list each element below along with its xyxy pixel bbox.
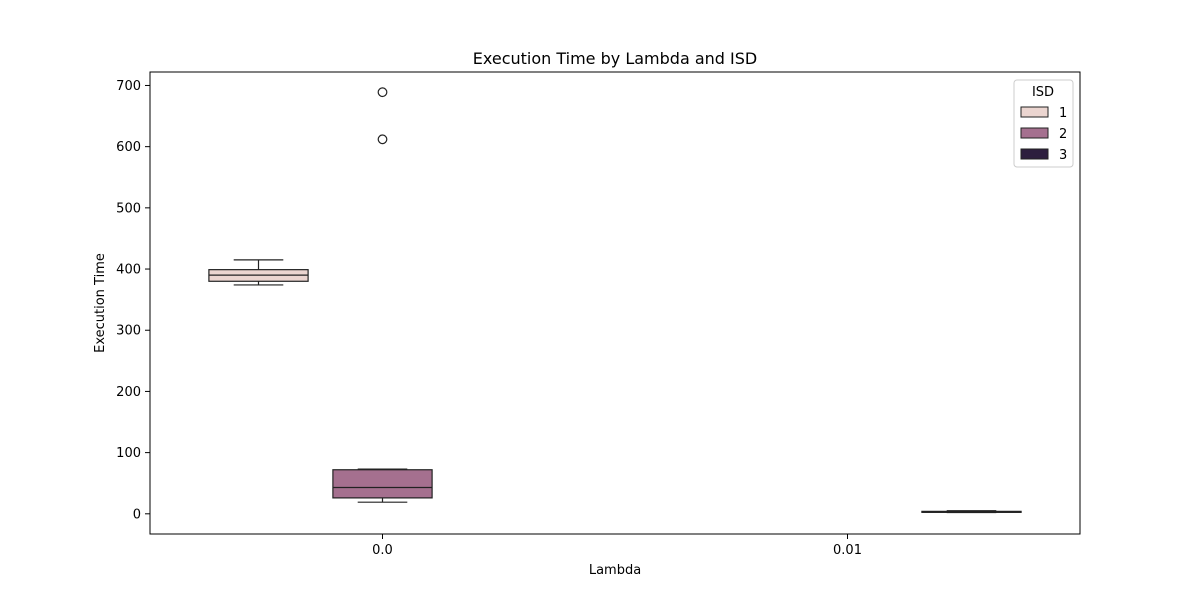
box-series-3 [921,510,1022,514]
x-tick-label: 0.01 [833,543,862,558]
y-tick-label: 300 [116,324,141,339]
y-tick-label: 700 [116,79,141,94]
y-tick-label: 100 [116,446,141,461]
legend: ISD 1 2 3 [1013,79,1074,168]
legend-label-2: 2 [1059,127,1067,142]
box-series-2 [332,87,433,503]
y-tick-label: 600 [116,140,141,155]
legend-swatch-2 [1020,127,1049,139]
box-series-1 [208,259,309,286]
x-tick-label: 0.0 [372,543,393,558]
y-tick-label: 400 [116,263,141,278]
legend-swatch-1 [1020,106,1049,118]
box-iqr [332,469,433,499]
x-axis: 0.0 0.01 [372,534,862,558]
outlier-point [377,87,388,98]
y-tick-label: 200 [116,385,141,400]
y-tick-label: 500 [116,201,141,216]
legend-label-3: 3 [1059,148,1067,163]
legend-label-1: 1 [1059,106,1067,121]
box-group [208,87,1022,514]
y-axis: 0 100 200 300 400 500 600 700 [116,79,150,522]
y-tick-label: 0 [133,507,141,522]
outlier-point [377,134,388,145]
legend-swatch-3 [1020,148,1049,160]
y-axis-label: Execution Time [93,253,108,353]
legend-frame [1013,79,1074,168]
legend-title: ISD [1032,85,1054,100]
x-axis-label: Lambda [589,563,641,578]
plot-frame [149,71,1081,535]
chart-title: Execution Time by Lambda and ISD [473,49,757,68]
